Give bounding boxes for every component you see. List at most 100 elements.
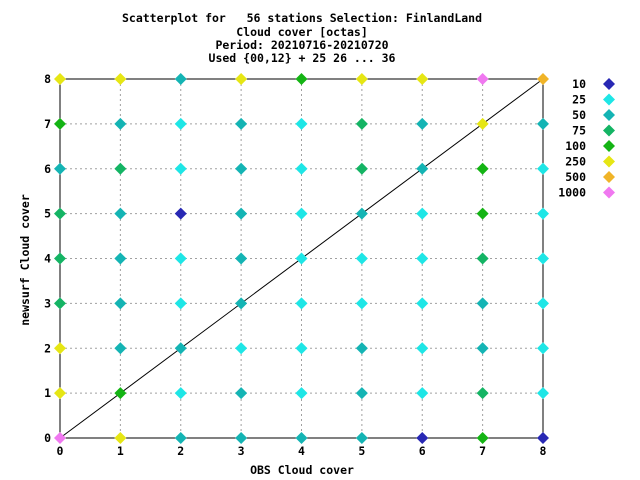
data-point [416, 73, 429, 85]
legend-marker [603, 140, 615, 152]
data-point [235, 162, 248, 175]
y-tick-label: 7 [44, 117, 51, 131]
chart-title-line-3: Period: 20210716-20210720 [215, 38, 388, 52]
legend-marker [603, 171, 615, 183]
data-point [537, 73, 549, 85]
x-tick-label: 2 [177, 444, 184, 458]
data-point [235, 252, 248, 265]
y-tick-label: 2 [44, 341, 51, 355]
y-tick-label: 5 [44, 207, 51, 221]
data-point [476, 297, 489, 310]
data-point [476, 387, 489, 400]
legend-label: 10 [572, 77, 586, 91]
data-point [114, 432, 127, 444]
legend-label: 50 [572, 108, 586, 122]
chart-title-line-1: Scatterplot for 56 stations Selection: F… [122, 11, 482, 25]
data-point [54, 387, 66, 400]
data-point [114, 342, 127, 355]
data-point [355, 207, 368, 220]
data-point [235, 297, 248, 310]
data-point [537, 297, 549, 310]
x-axis-label: OBS Cloud cover [250, 463, 354, 477]
legend-marker [603, 109, 615, 121]
x-tick-label: 4 [298, 444, 305, 458]
data-point [174, 73, 187, 85]
data-point [537, 117, 549, 130]
data-point [54, 432, 66, 444]
data-point [114, 162, 127, 175]
x-tick-label: 6 [419, 444, 426, 458]
x-tick-label: 8 [540, 444, 547, 458]
data-point [537, 252, 549, 265]
data-point [174, 207, 187, 220]
x-tick-label: 7 [479, 444, 486, 458]
data-point [295, 432, 308, 444]
data-point [537, 432, 549, 444]
data-point [235, 73, 248, 85]
data-point [476, 117, 489, 130]
data-point [416, 252, 429, 265]
y-tick-label: 0 [44, 431, 51, 445]
legend-label: 100 [565, 139, 586, 153]
chart-title-line-2: Cloud cover [octas] [236, 25, 368, 39]
data-point [355, 387, 368, 400]
data-point [295, 342, 308, 355]
data-point [355, 297, 368, 310]
data-point [416, 162, 429, 175]
data-point [295, 252, 308, 265]
y-tick-label: 4 [44, 252, 51, 266]
data-point [235, 117, 248, 130]
data-point [54, 73, 66, 85]
legend-label: 500 [565, 170, 586, 184]
data-point [416, 207, 429, 220]
data-point [416, 117, 429, 130]
legend-marker [603, 78, 615, 90]
data-point [54, 117, 66, 130]
data-point [355, 342, 368, 355]
data-point [537, 342, 549, 355]
legend-marker [603, 93, 615, 106]
legend-label: 75 [572, 124, 586, 138]
data-point [537, 162, 549, 175]
data-point [235, 207, 248, 220]
data-point [295, 387, 308, 400]
y-axis-label: newsurf Cloud cover [18, 194, 32, 326]
data-point [114, 387, 127, 400]
x-tick-label: 0 [57, 444, 64, 458]
data-point [476, 207, 489, 220]
data-point [295, 297, 308, 310]
legend-marker [603, 186, 615, 199]
y-tick-label: 3 [44, 296, 51, 310]
data-point [174, 252, 187, 265]
data-point [114, 117, 127, 130]
data-point [476, 342, 489, 355]
data-point [416, 342, 429, 355]
y-tick-label: 8 [44, 72, 51, 86]
data-point [174, 117, 187, 130]
data-point [174, 297, 187, 310]
data-point [476, 252, 489, 265]
data-point [537, 207, 549, 220]
legend-label: 250 [565, 155, 586, 169]
legend-marker [603, 155, 615, 168]
data-point [416, 432, 429, 444]
data-point [476, 73, 489, 85]
data-point [54, 252, 66, 265]
data-point [295, 117, 308, 130]
data-point [235, 432, 248, 444]
data-point [174, 387, 187, 400]
data-point [114, 252, 127, 265]
y-tick-label: 1 [44, 386, 51, 400]
data-point [355, 252, 368, 265]
legend-label: 25 [572, 93, 586, 107]
data-point [54, 207, 66, 220]
chart-title-line-4: Used {00,12} + 25 26 ... 36 [209, 51, 396, 65]
data-point [295, 207, 308, 220]
data-point [54, 162, 66, 175]
data-point [114, 297, 127, 310]
data-point [355, 432, 368, 444]
data-point [114, 73, 127, 85]
x-tick-label: 5 [358, 444, 365, 458]
